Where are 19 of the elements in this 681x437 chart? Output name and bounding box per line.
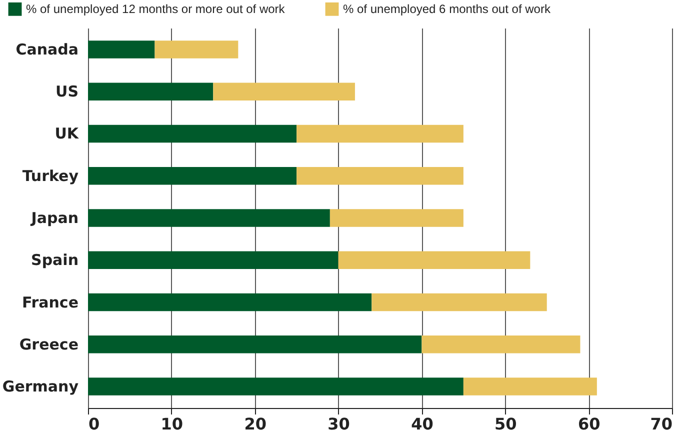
x-tick-label: 0 xyxy=(88,414,100,434)
y-tick-label: UK xyxy=(54,124,80,143)
y-tick-label: Japan xyxy=(30,209,78,227)
x-tick-label: 20 xyxy=(244,414,266,434)
y-tick-label: US xyxy=(56,82,78,101)
x-tick-label: 60 xyxy=(578,414,600,434)
y-tick-label: Canada xyxy=(16,40,78,58)
y-tick-label: Turkey xyxy=(22,166,79,185)
x-tick-label: 10 xyxy=(160,414,184,434)
legend-label: % of unemployed 12 months or more out of work xyxy=(26,2,286,16)
y-tick-label: Spain xyxy=(31,251,78,270)
x-tick-label: 70 xyxy=(650,414,672,434)
x-tick-label: 30 xyxy=(328,414,350,434)
y-tick-label: France xyxy=(22,293,78,312)
y-tick-label: Germany xyxy=(2,378,79,396)
legend-label: % of unemployed 6 months out of work xyxy=(343,2,552,16)
y-tick-label: Greece xyxy=(19,335,78,354)
x-tick-label: 50 xyxy=(494,414,517,434)
x-tick-label: 40 xyxy=(411,414,434,434)
